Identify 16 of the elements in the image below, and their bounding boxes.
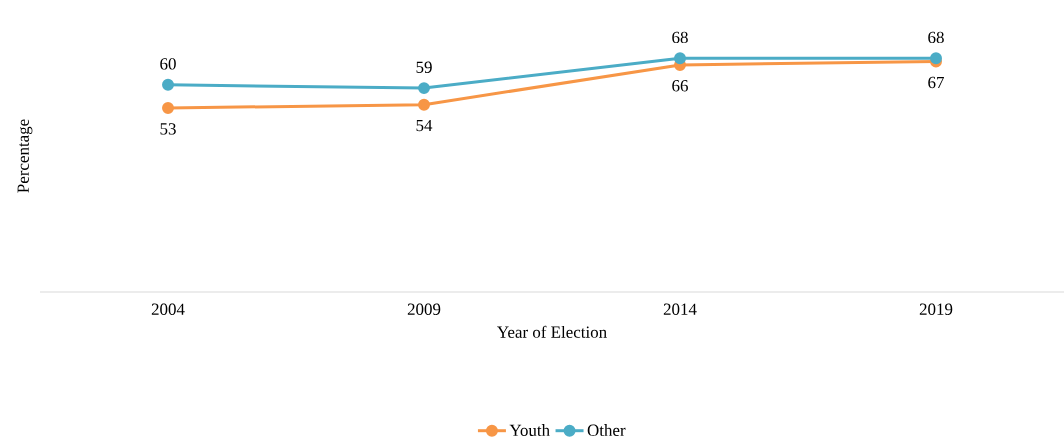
x-tick-label: 2004 — [151, 303, 185, 315]
x-tick-label: 2019 — [919, 303, 953, 315]
legend-label: Youth — [509, 424, 550, 436]
x-tick-label: 2014 — [663, 303, 697, 315]
data-label: 66 — [672, 80, 688, 92]
y-axis-title: Percentage — [17, 119, 33, 193]
data-label: 68 — [928, 31, 944, 44]
x-axis-title: Year of Election — [497, 325, 607, 338]
data-label: 54 — [416, 119, 433, 132]
data-label: 67 — [928, 76, 944, 89]
data-label: 59 — [416, 61, 432, 73]
legend-label: Other — [587, 424, 626, 436]
data-label: 53 — [160, 123, 176, 135]
data-label: 60 — [160, 58, 176, 70]
x-tick-label: 2009 — [407, 303, 441, 315]
data-label: 68 — [672, 31, 688, 44]
